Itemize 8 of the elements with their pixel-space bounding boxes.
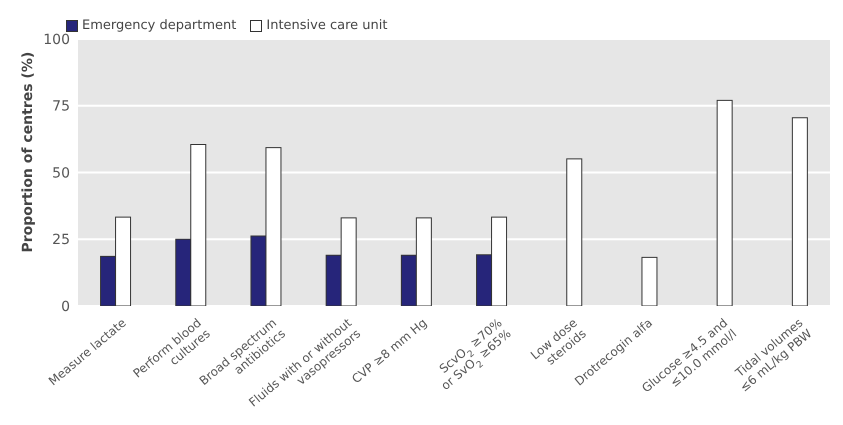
legend-label: Emergency department — [81, 18, 236, 33]
y-tick-label: 0 — [61, 298, 70, 315]
y-tick-label: 75 — [52, 98, 70, 115]
y-tick-label: 100 — [43, 32, 70, 48]
y-tick-label: 25 — [52, 232, 70, 248]
legend-label: Intensive care unit — [265, 18, 388, 33]
y-tick-label: 50 — [52, 165, 70, 182]
y-axis-title: Proportion of centres (%) — [20, 52, 36, 252]
